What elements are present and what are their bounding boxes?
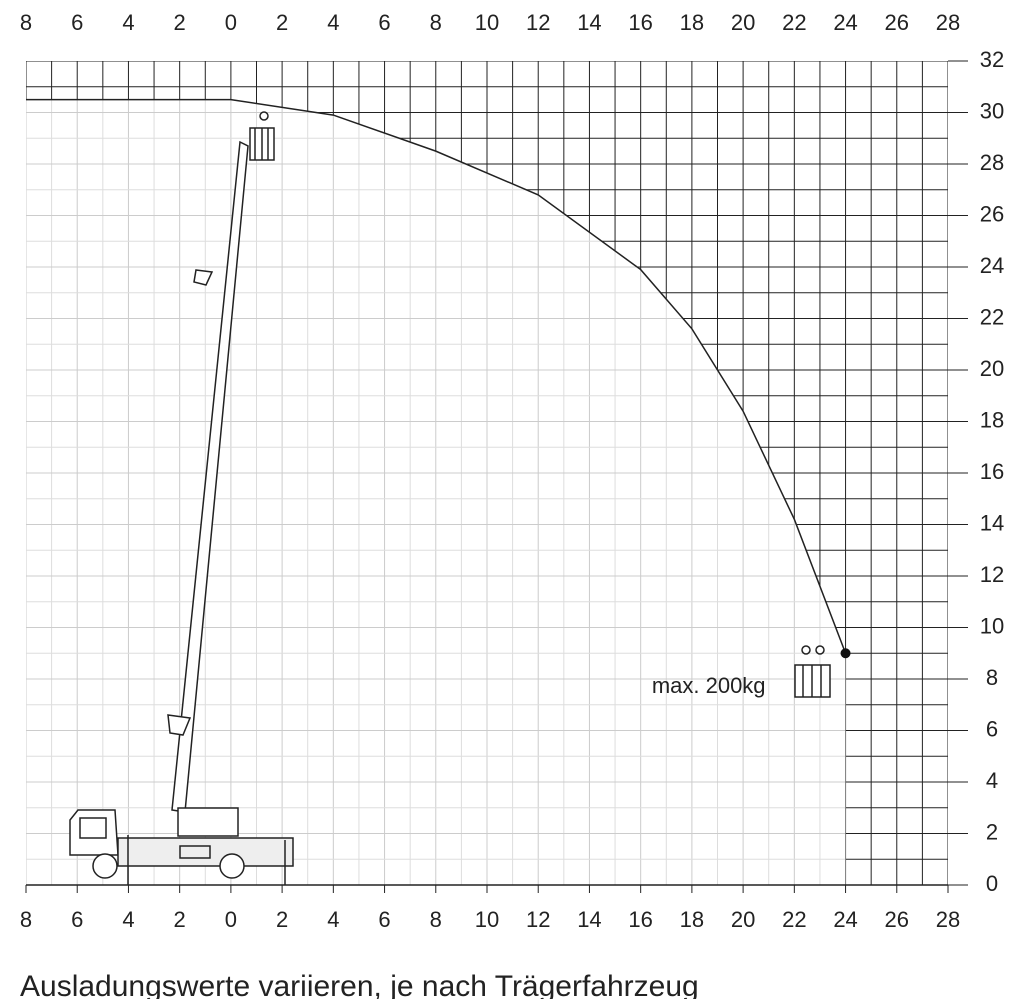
- x-tick-label: 20: [731, 907, 755, 932]
- x-tick-label: 26: [885, 907, 909, 932]
- x-tick-label-top: 24: [833, 10, 857, 35]
- x-tick-label-top: 16: [628, 10, 652, 35]
- x-tick-label-top: 2: [174, 10, 186, 35]
- x-tick-label-top: 6: [71, 10, 83, 35]
- y-tick-label: 20: [980, 356, 1004, 381]
- x-tick-label-top: 6: [378, 10, 390, 35]
- x-tick-label: 0: [225, 907, 237, 932]
- x-tick-label: 4: [122, 907, 134, 932]
- y-tick-label: 12: [980, 562, 1004, 587]
- x-tick-label-top: 2: [276, 10, 288, 35]
- x-tick-label-top: 4: [327, 10, 339, 35]
- y-tick-label: 24: [980, 253, 1004, 278]
- envelope: [26, 98, 847, 654]
- y-tick-label: 10: [980, 613, 1004, 638]
- y-tick-label: 4: [986, 768, 998, 793]
- y-tick-label: 28: [980, 150, 1004, 175]
- x-tick-label-top: 8: [430, 10, 442, 35]
- x-tick-label: 8: [20, 907, 32, 932]
- x-tick-label: 2: [276, 907, 288, 932]
- y-tick-label: 18: [980, 407, 1004, 432]
- y-tick-label: 30: [980, 98, 1004, 123]
- crane: [69, 111, 831, 885]
- y-tick-label: 32: [980, 47, 1004, 72]
- x-tick-label-top: 8: [20, 10, 32, 35]
- caption: Ausladungswerte variieren, je nach Träge…: [20, 970, 699, 999]
- x-tick-label: 14: [577, 907, 601, 932]
- x-tick-label: 6: [71, 907, 83, 932]
- y-tick-label: 26: [980, 201, 1004, 226]
- x-tick-label-top: 20: [731, 10, 755, 35]
- x-tick-label-top: 0: [225, 10, 237, 35]
- x-tick-label: 8: [430, 907, 442, 932]
- x-tick-label: 10: [475, 907, 499, 932]
- x-tick-label: 22: [782, 907, 806, 932]
- x-tick-label-top: 14: [577, 10, 601, 35]
- y-tick-label: 8: [986, 665, 998, 690]
- x-tick-label-top: 12: [526, 10, 550, 35]
- x-tick-label: 24: [833, 907, 857, 932]
- x-tick-label-top: 26: [885, 10, 909, 35]
- x-tick-label-top: 18: [680, 10, 704, 35]
- x-tick-label-top: 22: [782, 10, 806, 35]
- y-tick-label: 14: [980, 510, 1004, 535]
- x-tick-label: 16: [628, 907, 652, 932]
- x-tick-label-top: 28: [936, 10, 960, 35]
- x-tick-label: 18: [680, 907, 704, 932]
- x-tick-label: 2: [174, 907, 186, 932]
- y-tick-label: 16: [980, 459, 1004, 484]
- x-tick-label: 12: [526, 907, 550, 932]
- annotation: max. 200kg: [652, 673, 766, 698]
- x-tick-label: 4: [327, 907, 339, 932]
- y-tick-label: 0: [986, 871, 998, 896]
- x-tick-label-top: 10: [475, 10, 499, 35]
- x-tick-label: 6: [378, 907, 390, 932]
- x-tick-label-top: 4: [122, 10, 134, 35]
- y-tick-label: 22: [980, 304, 1004, 329]
- y-tick-label: 2: [986, 819, 998, 844]
- x-tick-label: 28: [936, 907, 960, 932]
- y-tick-label: 6: [986, 716, 998, 741]
- max-point: [840, 648, 851, 659]
